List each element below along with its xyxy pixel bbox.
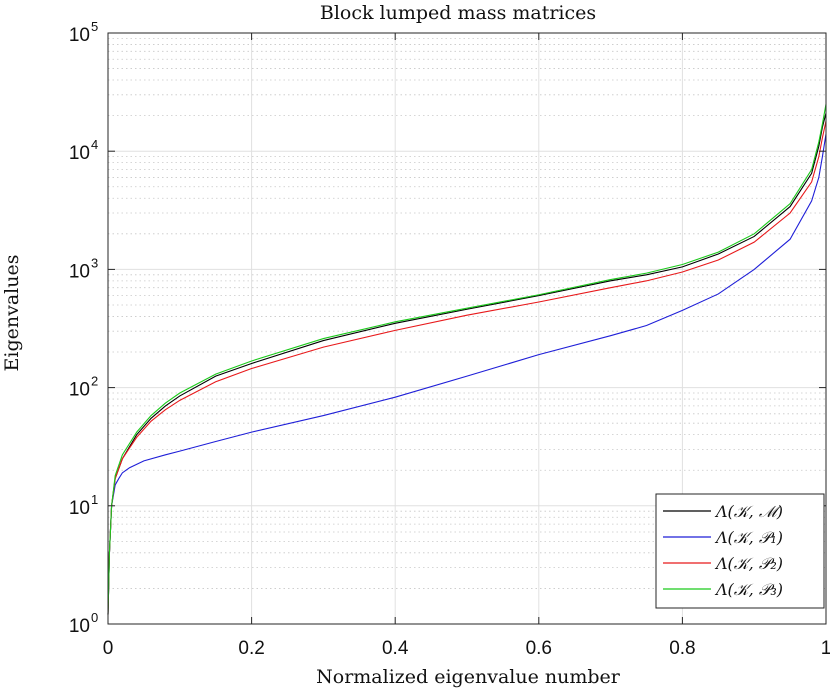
y-tick-exponent: 5 (91, 19, 98, 34)
y-tick-exponent: 2 (91, 374, 98, 389)
y-tick-exponent: 4 (91, 137, 98, 152)
chart-title: Block lumped mass matrices (320, 2, 596, 24)
y-tick-label: 10 (69, 498, 90, 519)
legend-label-4: Λ(𝒦, 𝒫₃) (714, 580, 783, 599)
legend-label-2: Λ(𝒦, 𝒫₁) (714, 528, 783, 547)
y-axis-label: Eigenvalues (1, 255, 23, 372)
x-tick-label: 0.2 (238, 638, 264, 659)
x-tick-label: 0.6 (526, 638, 552, 659)
legend-label-3: Λ(𝒦, 𝒫₂) (714, 554, 783, 573)
y-tick-exponent: 3 (91, 255, 98, 270)
series-line-2 (107, 133, 827, 615)
x-tick-label: 0 (103, 638, 114, 659)
x-axis-label: Normalized eigenvalue number (316, 666, 621, 688)
y-tick-exponent: 1 (91, 492, 98, 507)
x-tick-label: 0.4 (382, 638, 409, 659)
y-tick-label: 10 (69, 616, 90, 637)
y-tick-label: 10 (69, 25, 90, 46)
y-tick-label: 10 (69, 380, 90, 401)
series-line-3 (107, 120, 827, 615)
y-tick-exponent: 0 (91, 610, 98, 625)
y-tick-label: 10 (69, 261, 90, 282)
x-tick-label: 0.8 (669, 638, 695, 659)
y-tick-label: 10 (69, 143, 90, 164)
x-tick-label: 1 (821, 638, 830, 659)
axes-box (107, 32, 827, 625)
series-line-4 (107, 104, 827, 615)
legend-label-1: Λ(𝒦, ℳ) (714, 502, 783, 521)
